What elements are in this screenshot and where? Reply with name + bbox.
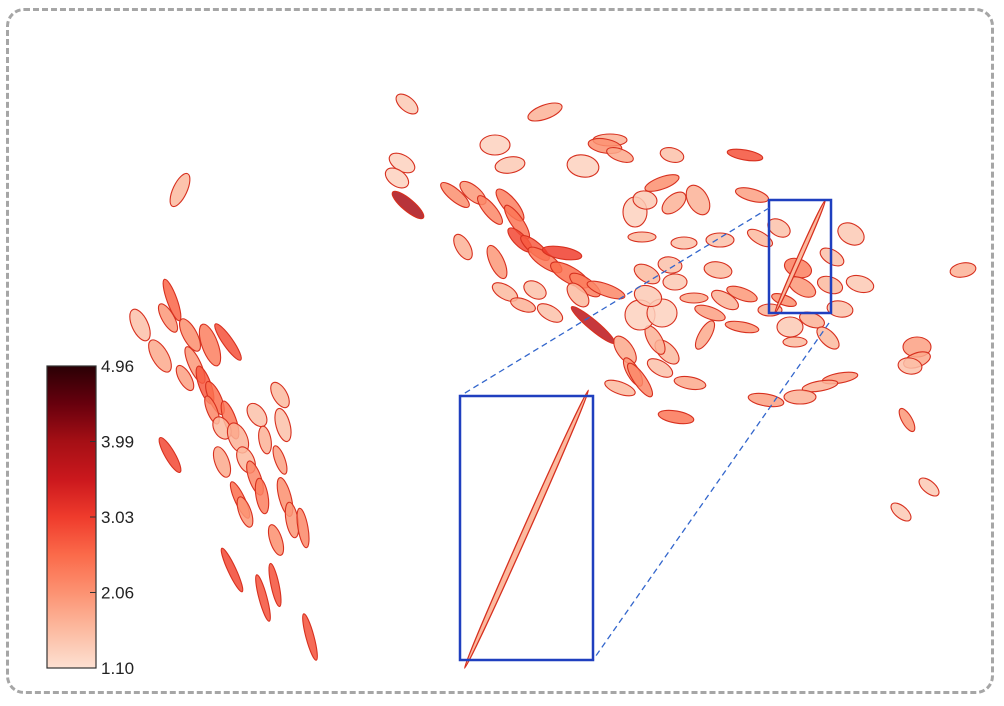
ellipse-point (705, 232, 735, 248)
colorbar-tick-label: 3.03 (101, 508, 134, 527)
ellipse-point (270, 381, 290, 409)
ellipse-point (254, 477, 270, 515)
ellipse-marks (129, 93, 977, 661)
ellipse-point (747, 392, 785, 408)
chart-frame (6, 8, 994, 694)
colorbar: 4.96 3.99 3.03 2.06 1.10 (46, 357, 134, 678)
ellipse-point (897, 357, 923, 375)
ellipse-point (236, 496, 254, 528)
ellipse-point (746, 228, 774, 248)
ellipse-point (158, 436, 182, 474)
ellipse-point (267, 524, 285, 556)
ellipse-point (541, 245, 583, 261)
ellipse-point (646, 358, 674, 378)
ellipse-point (169, 172, 191, 208)
ellipse-point (198, 323, 222, 367)
zoom-source-box (767, 198, 833, 315)
ellipse-point (633, 284, 663, 308)
colorbar-tick-label: 2.06 (101, 584, 134, 603)
ellipse-point (644, 174, 680, 192)
ellipse-point (661, 191, 687, 215)
ellipse-point (566, 154, 600, 178)
ellipse-point (523, 280, 547, 300)
ellipse-point (510, 297, 536, 313)
ellipse-point (694, 320, 716, 350)
ellipse-point (494, 156, 526, 174)
ellipse-point (949, 262, 977, 278)
ellipse-point (726, 285, 758, 303)
ellipse-point (296, 507, 310, 549)
ellipse-point (157, 303, 179, 333)
ellipse-point (685, 184, 711, 216)
ellipse-point (302, 613, 318, 661)
ellipse-point (566, 282, 590, 308)
ellipse-point (212, 446, 232, 478)
ellipse-point (604, 379, 636, 397)
colorbar-tick-label: 4.96 (101, 357, 134, 376)
colorbar-tick-label: 3.99 (101, 433, 134, 452)
ellipse-point (175, 364, 195, 392)
ellipse-point (453, 233, 473, 261)
ellipse-point (395, 93, 419, 115)
highlighted-ellipse (774, 199, 826, 315)
ellipse-point (606, 147, 634, 163)
zoom-connector-line (459, 207, 770, 397)
colorbar-ticks: 4.96 3.99 3.03 2.06 1.10 (90, 357, 134, 678)
ellipse-point (586, 280, 626, 300)
ellipse-point (776, 316, 804, 338)
ellipse-point (710, 289, 740, 311)
ellipse-point (726, 148, 764, 162)
colorbar-tick-label: 1.10 (101, 659, 134, 678)
ellipse-point (477, 195, 503, 225)
ellipse-point (272, 445, 288, 475)
ellipse-point (657, 256, 683, 274)
ellipse-point (659, 147, 685, 163)
ellipse-point (898, 407, 916, 433)
ellipse-point (268, 562, 282, 608)
zoom-connector-line (592, 322, 830, 661)
ellipse-point (771, 292, 797, 308)
ellipse-point (148, 339, 172, 373)
ellipse-point (214, 323, 242, 361)
ellipse-point (274, 407, 292, 443)
ellipse-point (783, 389, 817, 405)
colorbar-gradient (46, 365, 97, 669)
ellipse-point (527, 102, 563, 122)
ellipse-point (694, 304, 726, 322)
ellipse-point (734, 187, 770, 203)
ellipse-point (837, 222, 865, 246)
zoom-inset-group (458, 198, 833, 669)
ellipse-point (246, 402, 268, 428)
ellipse-point (627, 231, 657, 243)
ellipse-point (724, 320, 760, 334)
ellipse-point (826, 300, 854, 318)
ellipse-point (703, 261, 733, 279)
ellipse-point (384, 167, 410, 189)
magnified-ellipse (463, 389, 590, 669)
ellipse-point (657, 409, 695, 425)
ellipse-point (845, 274, 875, 294)
zoom-inset-box (458, 394, 595, 662)
ellipse-point (258, 425, 272, 455)
ellipse-point (679, 292, 709, 304)
ellipse-point (220, 547, 244, 593)
ellipse-point (918, 477, 940, 497)
ellipse-point (536, 303, 564, 323)
ellipse-point (391, 190, 425, 220)
ellipse-point (662, 273, 688, 291)
ellipse-point (890, 502, 912, 522)
ellipse-point (255, 574, 271, 622)
ellipse-point (670, 236, 698, 250)
ellipse-point (440, 182, 470, 208)
ellipse-point (782, 336, 808, 348)
ellipse-point (801, 379, 839, 393)
ellipse-point (673, 375, 707, 391)
ellipse-point (626, 362, 654, 398)
ellipse-point (479, 134, 511, 156)
ellipse-point (178, 318, 202, 352)
ellipse-point (486, 244, 508, 280)
ellipse-point (129, 308, 151, 342)
